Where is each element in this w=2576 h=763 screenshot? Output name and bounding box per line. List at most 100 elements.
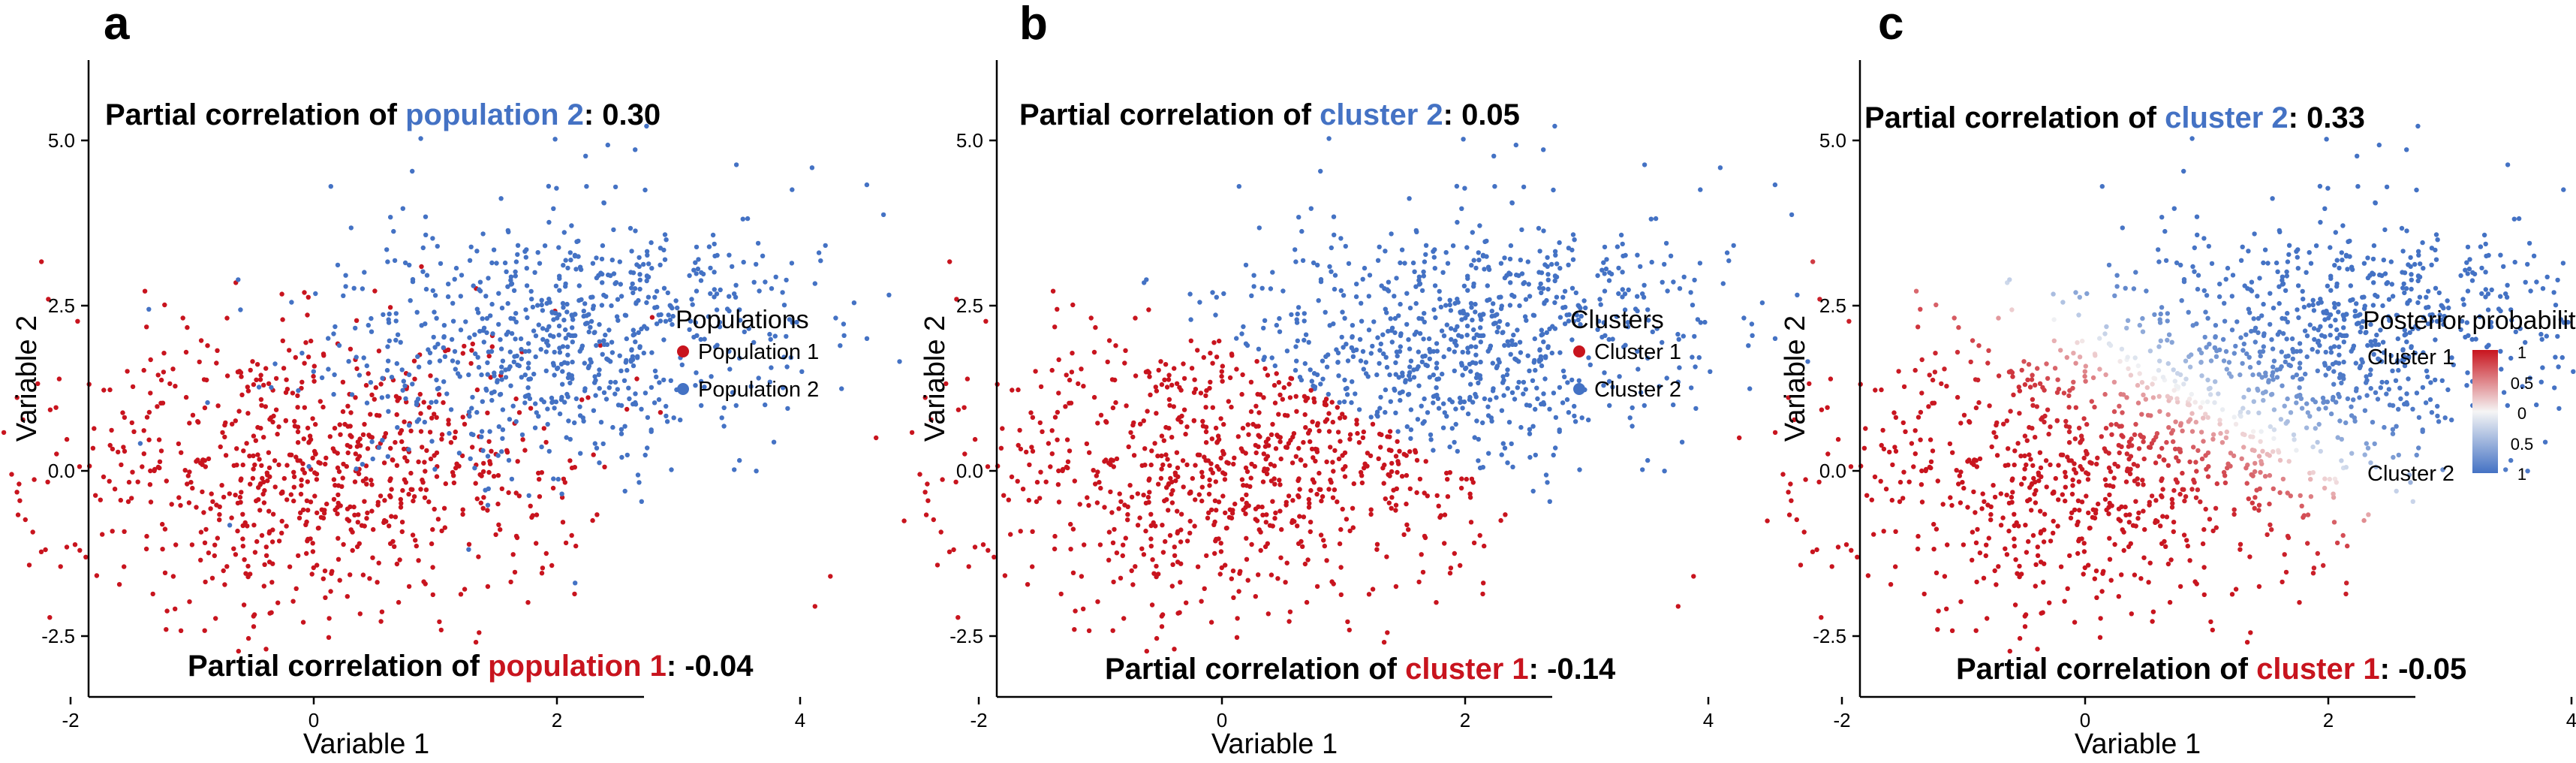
scatter-point: [2111, 475, 2117, 481]
scatter-point: [1958, 421, 1964, 426]
scatter-point: [326, 635, 332, 640]
scatter-point: [2097, 635, 2103, 640]
scatter-point: [1386, 472, 1391, 478]
scatter-point: [1048, 464, 1053, 469]
scatter-point: [1354, 282, 1359, 287]
scatter-point: [2261, 397, 2266, 403]
scatter-point: [2260, 348, 2266, 354]
scatter-point: [2030, 463, 2036, 469]
scatter-point: [158, 377, 164, 383]
scatter-point: [1606, 278, 1612, 283]
scatter-point: [2313, 426, 2318, 431]
scatter-point: [577, 264, 583, 270]
scatter-point: [2414, 452, 2419, 458]
scatter-point: [169, 502, 174, 507]
scatter-point: [612, 281, 618, 286]
scatter-point: [2361, 261, 2367, 266]
scatter-point: [363, 463, 369, 469]
scatter-point: [1955, 349, 1961, 355]
scatter-point: [2460, 297, 2466, 302]
scatter-point: [397, 557, 402, 562]
scatter-point: [360, 286, 366, 291]
scatter-point: [1241, 324, 1246, 330]
scatter-point: [1324, 459, 1329, 465]
scatter-point: [1544, 330, 1549, 336]
scatter-point: [560, 382, 565, 387]
legend-title-b: Clusters: [1570, 306, 1664, 334]
scatter-point: [130, 469, 135, 475]
scatter-point: [1280, 288, 1286, 294]
scatter-point: [1121, 542, 1126, 547]
scatter-point: [224, 373, 230, 378]
scatter-point: [1726, 258, 1732, 264]
scatter-point: [1288, 438, 1293, 443]
scatter-point: [332, 372, 337, 378]
scatter-point: [2534, 402, 2539, 408]
scatter-point: [1638, 390, 1644, 395]
scatter-point: [1097, 542, 1103, 547]
scatter-point: [2398, 396, 2403, 402]
scatter-point: [664, 413, 669, 419]
scatter-point: [2371, 243, 2377, 249]
scatter-point: [1310, 477, 1316, 482]
scatter-point: [2007, 648, 2012, 654]
scatter-point: [391, 228, 396, 234]
scatter-point: [1375, 335, 1380, 340]
scatter-point: [1308, 487, 1314, 493]
scatter-point: [2297, 385, 2302, 391]
scatter-point: [1338, 565, 1344, 570]
scatter-point: [2237, 409, 2243, 415]
scatter-point: [1324, 558, 1329, 563]
scatter-point: [14, 395, 20, 400]
scatter-point: [594, 445, 600, 451]
scatter-point: [1724, 250, 1730, 255]
scatter-point: [1175, 465, 1181, 471]
scatter-point: [1016, 442, 1021, 448]
scatter-point: [558, 361, 564, 367]
scatter-point: [506, 366, 511, 372]
scatter-point: [1148, 511, 1154, 517]
scatter-point: [317, 399, 323, 404]
scatter-point: [439, 436, 444, 442]
scatter-point: [1819, 407, 1825, 412]
colorbar-tick-2: 0: [2517, 404, 2526, 423]
scatter-point: [1024, 449, 1029, 455]
scatter-point: [1239, 496, 1245, 502]
scatter-point: [180, 315, 185, 321]
scatter-point: [1359, 318, 1365, 324]
scatter-point: [1557, 315, 1563, 320]
scatter-point: [441, 400, 446, 406]
scatter-point: [2205, 415, 2210, 421]
scatter-point: [411, 358, 417, 363]
scatter-point: [2033, 435, 2038, 440]
scatter-point: [699, 403, 704, 409]
scatter-point: [1323, 397, 1329, 402]
scatter-point: [1037, 420, 1043, 426]
scatter-point: [333, 324, 338, 330]
scatter-point: [2063, 418, 2069, 424]
scatter-point: [2220, 336, 2226, 342]
scatter-point: [611, 227, 616, 233]
scatter-point: [784, 333, 789, 339]
scatter-point: [1408, 358, 1414, 363]
scatter-point: [2038, 508, 2043, 514]
scatter-point: [1302, 318, 1307, 324]
scatter-point: [2193, 495, 2199, 500]
scatter-point: [618, 282, 623, 287]
scatter-point: [2330, 397, 2336, 403]
scatter-point: [2339, 250, 2344, 255]
scatter-point: [300, 620, 306, 625]
scatter-point: [346, 359, 351, 364]
scatter-point: [2184, 538, 2189, 543]
scatter-point: [1220, 378, 1225, 384]
scatter-point: [1197, 300, 1202, 305]
scatter-point: [535, 250, 540, 255]
scatter-point: [560, 344, 566, 349]
scatter-point: [603, 397, 609, 402]
scatter-point: [528, 376, 534, 382]
scatter-point: [157, 465, 162, 471]
scatter-point: [2540, 286, 2546, 291]
scatter-point: [292, 418, 297, 424]
scatter-point: [629, 347, 634, 352]
scatter-point: [2027, 385, 2033, 390]
